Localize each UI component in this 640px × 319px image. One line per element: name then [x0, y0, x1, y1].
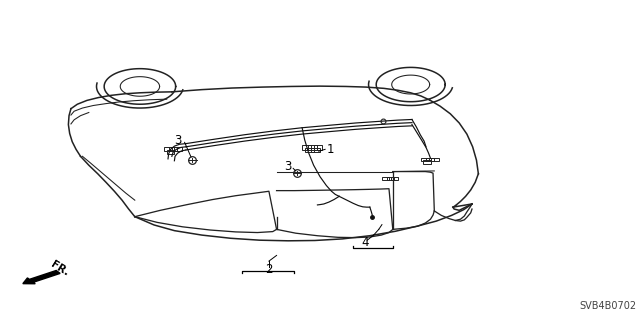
Text: SVB4B0702: SVB4B0702 — [579, 301, 636, 311]
Bar — [164, 147, 172, 151]
Bar — [170, 147, 177, 151]
Bar — [302, 145, 311, 150]
Bar — [305, 148, 314, 152]
Text: 2: 2 — [265, 263, 273, 276]
Bar — [387, 177, 394, 180]
Bar — [174, 147, 182, 151]
Bar — [314, 145, 323, 150]
Text: 4: 4 — [361, 235, 369, 249]
Bar — [392, 177, 398, 180]
Bar — [421, 158, 429, 161]
Bar — [426, 158, 434, 161]
Bar — [308, 145, 317, 150]
Text: 3: 3 — [284, 160, 292, 173]
Bar — [424, 160, 431, 164]
Bar — [311, 148, 319, 152]
Text: FR.: FR. — [49, 259, 71, 278]
FancyArrow shape — [23, 271, 60, 284]
Bar — [383, 177, 389, 180]
Bar — [431, 158, 439, 161]
Text: 3: 3 — [175, 134, 182, 147]
Bar — [167, 150, 174, 154]
Text: 1: 1 — [326, 143, 334, 156]
